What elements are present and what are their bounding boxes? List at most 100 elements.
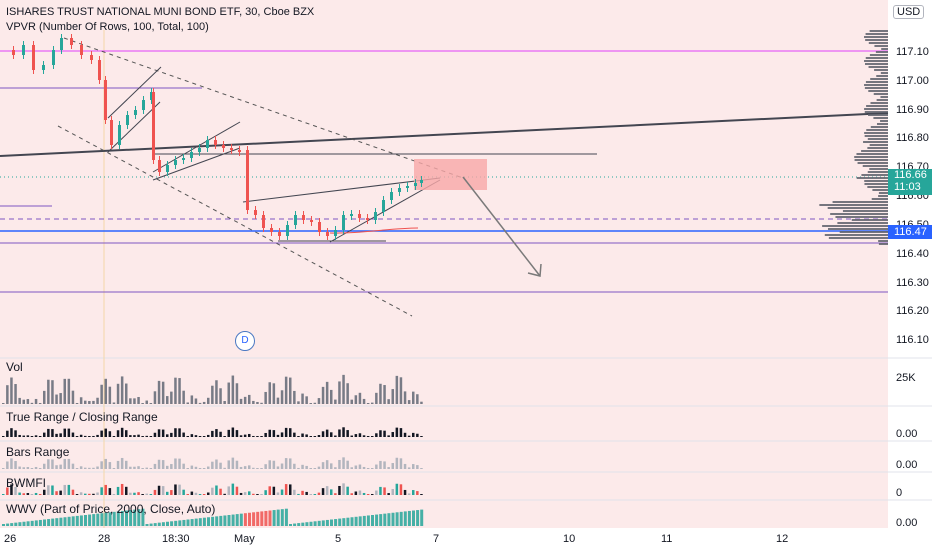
- indicator-bar: [51, 380, 54, 404]
- candle-body: [406, 186, 409, 188]
- indicator-bar: [174, 428, 177, 437]
- pane-label-vol[interactable]: Vol: [6, 360, 23, 374]
- projection-arrow[interactable]: [462, 176, 541, 277]
- indicator-bar: [137, 434, 140, 437]
- indicator-bar: [100, 430, 103, 437]
- indicator-bar: [407, 400, 411, 404]
- candle-body: [310, 220, 313, 222]
- indicator-bar: [321, 431, 325, 437]
- indicator-bar: [358, 516, 362, 526]
- indicator-bar: [100, 461, 103, 469]
- indicator-bar: [231, 483, 235, 495]
- indicator-bar: [407, 467, 411, 469]
- indicator-bar: [416, 465, 419, 469]
- indicator-bar: [215, 459, 218, 469]
- indicator-bar: [116, 511, 120, 526]
- trendline[interactable]: [0, 112, 889, 157]
- indicator-bar: [125, 510, 128, 526]
- indicator-bar: [305, 396, 308, 404]
- indicator-bar: [92, 467, 95, 469]
- candle-body: [334, 230, 337, 236]
- volume-profile-row: [880, 120, 888, 122]
- channel-line[interactable]: [57, 125, 413, 317]
- indicator-bar: [280, 489, 284, 495]
- indicator-bar: [284, 484, 288, 495]
- indicator-bar: [120, 427, 124, 437]
- indicator-bar: [145, 493, 148, 495]
- indicator-bar: [182, 519, 186, 526]
- indicator-bar: [305, 522, 309, 526]
- pane-label-bwmfi[interactable]: BWMFI: [6, 476, 46, 490]
- indicator-bar: [75, 468, 79, 469]
- wedge-pattern[interactable]: [107, 66, 162, 119]
- indicator-bar: [145, 400, 148, 404]
- volume-profile-row: [863, 141, 888, 143]
- indicator-bar: [129, 510, 133, 526]
- indicator-bar: [96, 397, 99, 404]
- indicator-bar: [412, 391, 415, 404]
- candle-body: [90, 55, 93, 60]
- dividend-marker[interactable]: D: [235, 331, 255, 351]
- indicator-bar: [264, 490, 267, 495]
- indicator-bar: [395, 483, 399, 495]
- indicator-bar: [104, 378, 107, 404]
- indicator-bar: [63, 428, 66, 437]
- indicator-bar: [34, 398, 38, 404]
- indicator-bar: [403, 391, 407, 404]
- indicator-bar: [145, 435, 148, 437]
- indicator-bar: [92, 435, 95, 437]
- indicator-bar: [358, 433, 362, 437]
- volume-profile-row: [824, 234, 888, 236]
- wedge-pattern[interactable]: [107, 101, 161, 153]
- indicator-bar: [211, 461, 214, 469]
- pane-label-wwv[interactable]: WWV (Part of Price, 2000, Close, Auto): [6, 502, 216, 516]
- indicator-bar: [338, 518, 342, 526]
- indicator-bar: [108, 431, 112, 437]
- indicator-bar: [325, 519, 329, 526]
- indicator-bar: [22, 399, 25, 404]
- indicator-bar: [248, 433, 251, 437]
- currency-button[interactable]: USD: [893, 5, 925, 19]
- indicator-bar: [133, 509, 137, 526]
- indicator-bar: [141, 468, 144, 469]
- price-tick: 117.10: [896, 46, 929, 58]
- indicator-bar: [391, 489, 394, 495]
- indicator-bar: [264, 510, 268, 526]
- volume-profile-row: [876, 99, 888, 101]
- indicator-bar: [186, 468, 189, 469]
- indicator-bar: [313, 521, 317, 526]
- target-box[interactable]: [414, 159, 487, 190]
- indicator-bar: [325, 429, 329, 437]
- indicator-bar: [112, 468, 116, 469]
- volume-profile-row: [865, 57, 888, 59]
- indicator-bar: [22, 521, 26, 526]
- pane-label-true-range[interactable]: True Range / Closing Range: [6, 410, 158, 424]
- pane-label-bars-range[interactable]: Bars Range: [6, 445, 70, 459]
- indicator-bar: [141, 403, 144, 404]
- indicator-bar: [59, 517, 63, 526]
- volume-profile-row: [870, 126, 888, 128]
- indicator-label[interactable]: VPVR (Number Of Rows, 100, Total, 100): [6, 21, 209, 33]
- channel-line[interactable]: [63, 37, 464, 179]
- candle-body: [32, 45, 35, 70]
- volume-profile-row: [842, 210, 888, 212]
- indicator-bar: [317, 520, 321, 526]
- price-tick: 116.90: [896, 104, 929, 116]
- volume-profile-row: [878, 243, 888, 245]
- indicator-bar: [371, 468, 374, 469]
- indicator-bar: [10, 428, 13, 437]
- indicator-bar: [18, 397, 21, 404]
- indicator-bar: [14, 487, 17, 495]
- volume-profile-row: [880, 72, 888, 74]
- indicator-bar: [399, 484, 403, 495]
- indicator-bar: [84, 493, 87, 495]
- indicator-bar: [403, 432, 407, 437]
- indicator-bar: [354, 491, 358, 495]
- indicator-bar: [268, 382, 271, 404]
- indicator-bar: [301, 393, 304, 404]
- indicator-bar: [239, 398, 243, 404]
- indicator-bar: [112, 511, 116, 526]
- indicator-bar: [26, 521, 30, 526]
- indicator-bar: [223, 401, 226, 404]
